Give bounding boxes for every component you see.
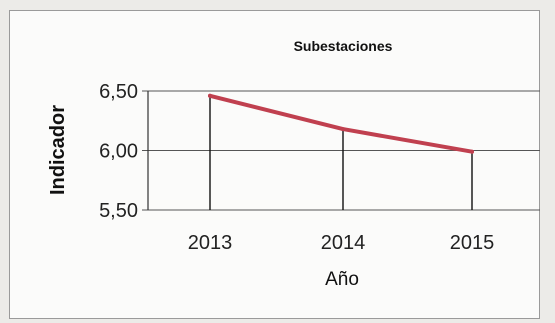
x-tick-labels: 2013 2014 2015: [188, 232, 495, 254]
chart-frame: [9, 10, 540, 319]
x-tick-label: 2014: [321, 232, 366, 254]
y-tick-label: 5,50: [99, 200, 138, 222]
y-axis-title: Indicador: [47, 105, 69, 195]
data-points: [208, 93, 474, 154]
y-tick-label: 6,00: [99, 141, 138, 163]
gridlines: [142, 90, 540, 211]
data-point: [341, 127, 345, 132]
data-point: [470, 149, 474, 154]
y-tick-labels: 5,50 6,00 6,50: [99, 81, 138, 222]
series-line: [208, 93, 474, 154]
drop-lines: [209, 95, 473, 210]
x-tick-label: 2013: [188, 232, 233, 254]
data-point: [208, 93, 212, 98]
chart-title: Subestaciones: [294, 38, 393, 54]
x-axis-title: Año: [325, 269, 359, 290]
y-tick-label: 6,50: [99, 81, 138, 103]
x-tick-label: 2015: [450, 232, 495, 254]
